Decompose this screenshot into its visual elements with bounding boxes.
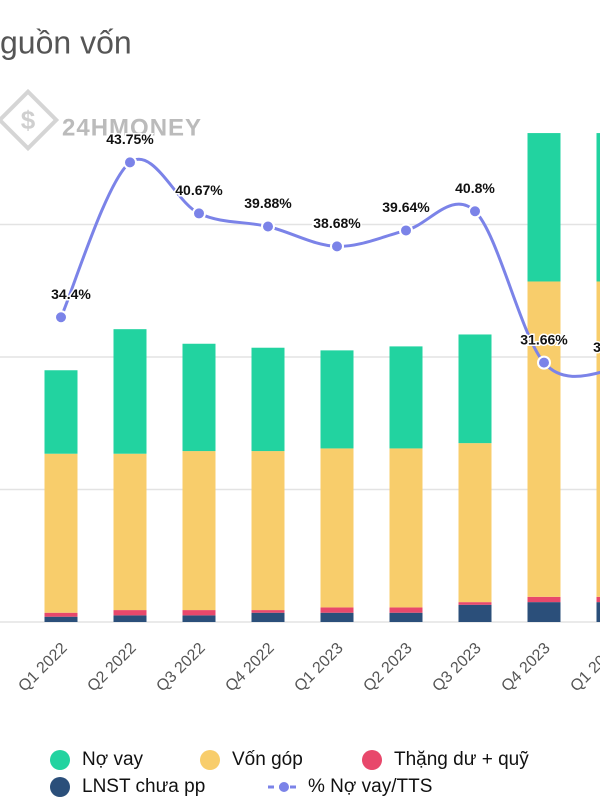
bar-segment bbox=[113, 615, 147, 622]
x-tick-label: Q1 2022 bbox=[15, 640, 71, 696]
bar-segment bbox=[596, 133, 600, 282]
watermark-icon: $ bbox=[0, 88, 60, 152]
bar-segment bbox=[527, 596, 561, 603]
x-tick-label: Q4 2023 bbox=[498, 640, 554, 696]
data-label: 34.4% bbox=[51, 286, 91, 302]
legend-marker bbox=[50, 777, 70, 797]
line-point bbox=[537, 355, 551, 370]
legend-item: Nợ vay bbox=[50, 749, 144, 770]
bar-segment bbox=[251, 451, 285, 611]
bar-segment bbox=[527, 602, 561, 622]
data-label: 40.8% bbox=[455, 180, 495, 196]
line-point bbox=[330, 239, 344, 254]
bar-segment bbox=[389, 607, 423, 613]
legend-item: % Nợ vay/TTS bbox=[268, 776, 432, 797]
x-tick-label: Q4 2022 bbox=[222, 640, 278, 696]
legend-marker bbox=[279, 782, 289, 792]
line-point bbox=[468, 204, 482, 219]
legend-marker bbox=[200, 750, 220, 770]
bar-segment bbox=[113, 453, 147, 611]
line-point bbox=[399, 223, 413, 238]
x-tick-label: Q1 2023 bbox=[291, 640, 347, 696]
data-label: 38.68% bbox=[313, 215, 361, 231]
legend-marker bbox=[362, 750, 382, 770]
bar-segment bbox=[320, 607, 354, 613]
bar-segment bbox=[458, 604, 492, 622]
x-tick-label: Q1 2024 bbox=[567, 640, 600, 696]
bar-segment bbox=[320, 448, 354, 608]
x-tick-label: Q2 2023 bbox=[360, 640, 416, 696]
bar-segment bbox=[251, 347, 285, 452]
legend-label: LNST chưa pp bbox=[82, 776, 205, 797]
svg-text:$: $ bbox=[21, 105, 36, 135]
bar-segment bbox=[182, 451, 216, 611]
x-tick-label: Q2 2022 bbox=[84, 640, 140, 696]
bar-segment bbox=[596, 602, 600, 622]
bar-segment bbox=[44, 453, 78, 613]
bar-segment bbox=[596, 281, 600, 597]
bar-segment bbox=[527, 133, 561, 282]
data-label: 31.2% bbox=[593, 339, 600, 355]
bar-segment bbox=[251, 610, 285, 613]
bar-segment bbox=[113, 329, 147, 454]
x-tick-label: Q3 2023 bbox=[429, 640, 485, 696]
data-label: 39.64% bbox=[382, 199, 430, 215]
bar-segment bbox=[182, 343, 216, 452]
line-point bbox=[261, 219, 275, 234]
data-label: 40.67% bbox=[175, 182, 223, 198]
legend-item: Thặng dư + quỹ bbox=[362, 749, 529, 770]
legend-label: Nợ vay bbox=[82, 749, 144, 770]
bar-segment bbox=[44, 370, 78, 454]
x-tick-label: Q3 2022 bbox=[153, 640, 209, 696]
bar-segment bbox=[458, 602, 492, 605]
legend-marker bbox=[50, 750, 70, 770]
bar-segment bbox=[458, 443, 492, 603]
line-point bbox=[192, 206, 206, 221]
bar-segment bbox=[44, 616, 78, 622]
line-point bbox=[123, 155, 137, 170]
bar-segment bbox=[596, 596, 600, 603]
bar-segment bbox=[320, 612, 354, 622]
legend-label: Thặng dư + quỹ bbox=[394, 749, 529, 770]
legend-item: Vốn góp bbox=[200, 749, 303, 770]
bar-segment bbox=[251, 612, 285, 622]
legend-label: Vốn góp bbox=[232, 749, 303, 770]
bar-segment bbox=[320, 350, 354, 449]
bar-segment bbox=[458, 334, 492, 444]
data-label: 43.75% bbox=[106, 131, 154, 147]
bar-segment bbox=[44, 612, 78, 617]
bar-segment bbox=[389, 448, 423, 608]
watermark: 24HMONEY bbox=[62, 114, 202, 141]
bar-segment bbox=[389, 612, 423, 622]
bar-segment bbox=[527, 281, 561, 597]
legend-label: % Nợ vay/TTS bbox=[308, 776, 432, 797]
data-label: 39.88% bbox=[244, 195, 292, 211]
legend-item: LNST chưa pp bbox=[50, 776, 205, 797]
bar-segment bbox=[182, 610, 216, 616]
line-point bbox=[54, 310, 68, 325]
bar-segment bbox=[182, 615, 216, 622]
bar-segment bbox=[389, 346, 423, 449]
chart-title: guồn vốn bbox=[0, 24, 132, 60]
bar-segment bbox=[113, 610, 147, 616]
data-label: 31.66% bbox=[520, 331, 568, 347]
